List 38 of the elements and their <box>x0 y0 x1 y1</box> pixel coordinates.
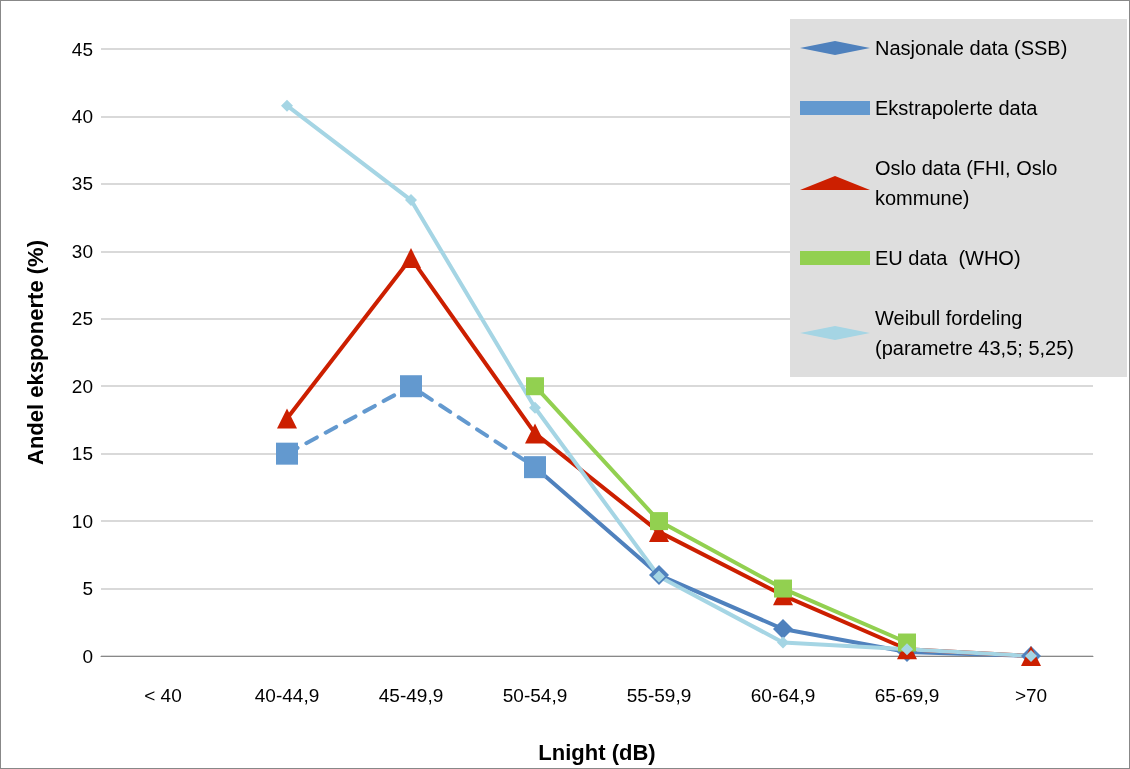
x-tick-label: >70 <box>1014 685 1048 706</box>
y-tick-label: 0 <box>82 645 93 667</box>
legend-label: EU data (WHO) <box>875 247 1021 269</box>
legend-label: Ekstrapolerte data <box>875 97 1039 119</box>
x-tick-label: < 40 <box>144 685 182 706</box>
legend-label: Oslo data (FHI, Oslo kommune) <box>875 157 1063 209</box>
x-tick-label: 55-59,9 <box>626 685 692 706</box>
y-tick-label: 35 <box>71 173 93 195</box>
x-tick-label: 40-44,9 <box>254 685 320 706</box>
point <box>277 408 297 429</box>
x-tick-label: 50-54,9 <box>502 685 568 706</box>
point <box>400 375 422 398</box>
point <box>526 377 544 396</box>
y-tick-label: 45 <box>71 38 93 60</box>
point <box>401 248 421 269</box>
y-tick-label: 10 <box>71 510 93 532</box>
point <box>777 636 789 649</box>
point <box>529 401 541 414</box>
y-tick-label: 30 <box>71 240 93 262</box>
y-tick-label: 5 <box>82 578 93 600</box>
point <box>773 619 793 640</box>
point <box>281 99 293 112</box>
y-tick-label: 25 <box>71 308 93 330</box>
point <box>650 512 668 531</box>
y-tick-label: 15 <box>71 443 93 465</box>
x-axis-title: Lnight (dB) <box>538 739 656 765</box>
y-tick-label: 40 <box>71 105 93 127</box>
point <box>405 194 417 207</box>
x-tick-label: 45-49,9 <box>378 685 444 706</box>
legend-label: Weibull fordeling (parametre 43,5; 5,25) <box>875 307 1074 359</box>
point <box>525 423 545 444</box>
x-tick-label: 65-69,9 <box>874 685 940 706</box>
y-tick-label: 20 <box>71 375 93 397</box>
y-axis-title: Andel eksponerte (%) <box>22 240 48 465</box>
legend-label: Nasjonale data (SSB) <box>875 37 1068 59</box>
x-tick-label: 60-64,9 <box>750 685 816 706</box>
point <box>276 442 298 465</box>
point <box>774 579 792 598</box>
